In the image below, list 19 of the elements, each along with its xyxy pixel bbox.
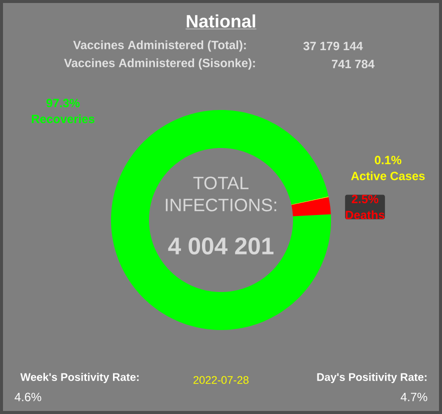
text: Day's Positivity Rate: (317, 372, 426, 384)
text: 4.7% (400, 392, 428, 402)
text: Vaccines Administered (Sisonke): (64, 58, 255, 70)
chart-title: National (186, 14, 256, 28)
slice-label: Active Cases (351, 171, 425, 180)
data-label: 0.1% (374, 156, 402, 164)
data-label: 2.5% (352, 194, 378, 204)
text: 4 004 201 (168, 238, 274, 254)
text: 2022-07-28 (194, 376, 249, 384)
data-label: 97.3% (46, 98, 80, 108)
slice-label: Recoveries (32, 114, 94, 124)
text: 37 179 144 (303, 42, 363, 50)
text: 741 784 (332, 60, 375, 68)
slice-label: Deaths (346, 210, 384, 220)
text: INFECTIONS: (166, 198, 276, 212)
text: 4.6% (14, 392, 42, 402)
text: Week's Positivity Rate: (20, 372, 139, 384)
text: Vaccines Administered (Total): (73, 40, 246, 52)
text: TOTAL (193, 176, 248, 190)
